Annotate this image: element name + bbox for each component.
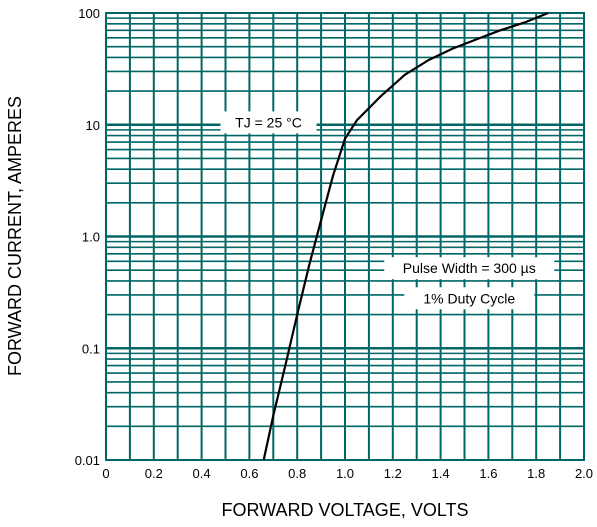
x-tick-label: 1.0	[336, 466, 354, 481]
y-tick-label: 1.0	[82, 230, 100, 245]
x-tick-label: 2.0	[575, 466, 593, 481]
y-tick-label: 100	[78, 6, 100, 21]
grid	[106, 13, 584, 460]
y-ticks: 100 10 1.0 0.1 0.01	[75, 6, 100, 468]
y-tick-label: 0.01	[75, 453, 100, 468]
curve-layer	[262, 11, 549, 461]
x-tick-label: 0.4	[193, 466, 211, 481]
y-axis-label: FORWARD CURRENT, AMPERES	[5, 96, 25, 376]
annotations: TJ = 25 °C Pulse Width = 300 µs 1% Duty Cy…	[235, 114, 536, 306]
x-ticks: 0 0.2 0.4 0.6 0.8 1.0 1.2 1.4 1.6 1.8 2.0	[102, 466, 593, 481]
plot-frame	[105, 12, 585, 461]
y-tick-label: 0.1	[82, 341, 100, 356]
x-axis-label: FORWARD VOLTAGE, VOLTS	[221, 500, 468, 520]
annotation-background	[220, 111, 317, 134]
pulse-width-label: Pulse Width = 300 µs	[403, 260, 536, 276]
annotation-background	[404, 287, 535, 310]
x-tick-label: 1.4	[432, 466, 450, 481]
y-tick-label: 10	[86, 118, 100, 133]
annotation-backgrounds	[220, 111, 555, 310]
x-tick-label: 0.8	[288, 466, 306, 481]
junction-temperature-label: TJ = 25 °C	[235, 114, 302, 130]
annotation-background	[384, 257, 555, 280]
duty-cycle-label: 1% Duty Cycle	[423, 290, 515, 306]
x-tick-label: 1.6	[479, 466, 497, 481]
x-tick-label: 1.8	[527, 466, 545, 481]
x-tick-label: 0.2	[145, 466, 163, 481]
forward-voltage-curve	[262, 11, 549, 461]
x-tick-label: 0.6	[240, 466, 258, 481]
x-tick-label: 1.2	[384, 466, 402, 481]
x-tick-label: 0	[102, 466, 109, 481]
